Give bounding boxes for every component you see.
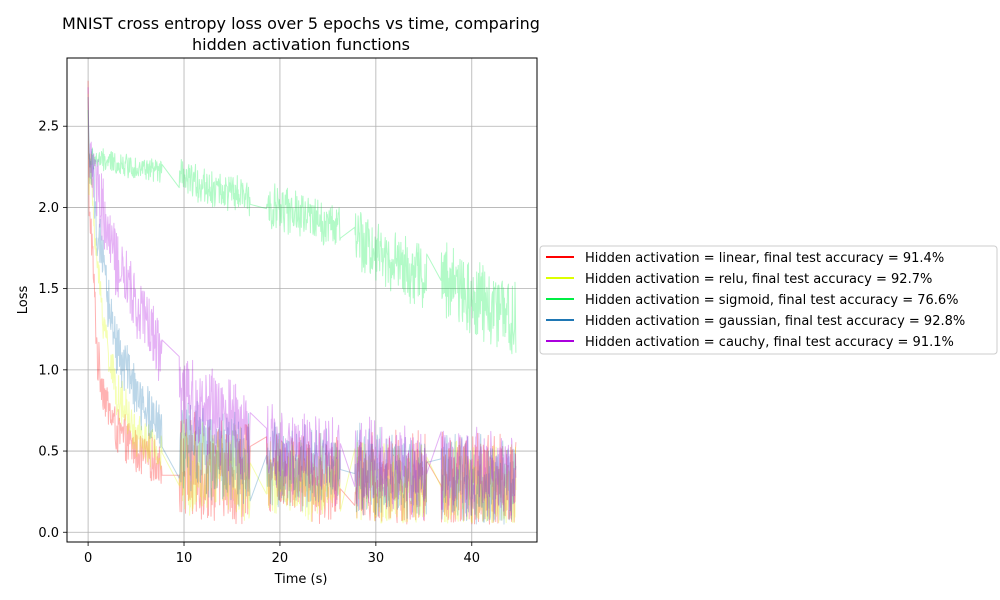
plot-frame [66, 57, 538, 543]
series-line [87, 80, 517, 525]
series-line [87, 93, 517, 524]
legend-entry-label: Hidden activation = cauchy, final test a… [585, 335, 954, 350]
x-tick-label: 30 [368, 551, 385, 566]
y-tick-label: 0.0 [38, 526, 59, 541]
y-axis-label: Loss [16, 286, 31, 315]
legend: Hidden activation = linear, final test a… [539, 245, 998, 355]
y-tick-label: 0.5 [38, 445, 59, 460]
legend-entry-label: Hidden activation = linear, final test a… [585, 251, 944, 266]
series-line [87, 87, 517, 521]
chart-title-line-2: hidden activation functions [192, 35, 410, 54]
x-axis-label: Time (s) [274, 572, 328, 587]
series-line [87, 109, 517, 355]
grid [67, 58, 537, 542]
y-tick-label: 2.0 [38, 201, 59, 216]
y-tick-label: 2.5 [38, 120, 59, 135]
legend-entry-label: Hidden activation = gaussian, final test… [585, 314, 965, 329]
series-line [87, 96, 517, 525]
x-tick-label: 10 [176, 551, 193, 566]
y-tick-label: 1.0 [38, 363, 59, 378]
plot-area [87, 80, 517, 525]
legend-box [539, 245, 998, 355]
y-tick-label: 1.5 [38, 282, 59, 297]
x-tick-label: 0 [84, 551, 92, 566]
x-tick-label: 20 [272, 551, 289, 566]
x-tick-label: 40 [464, 551, 481, 566]
axis-ticks: 0 10 20 30 40 0.0 0.5 1.0 1.5 2.0 2.5 [38, 120, 480, 566]
legend-entry-label: Hidden activation = relu, final test acc… [585, 272, 932, 287]
chart-title-line-1: MNIST cross entropy loss over 5 epochs v… [62, 14, 540, 33]
legend-entry-label: Hidden activation = sigmoid, final test … [585, 293, 959, 308]
